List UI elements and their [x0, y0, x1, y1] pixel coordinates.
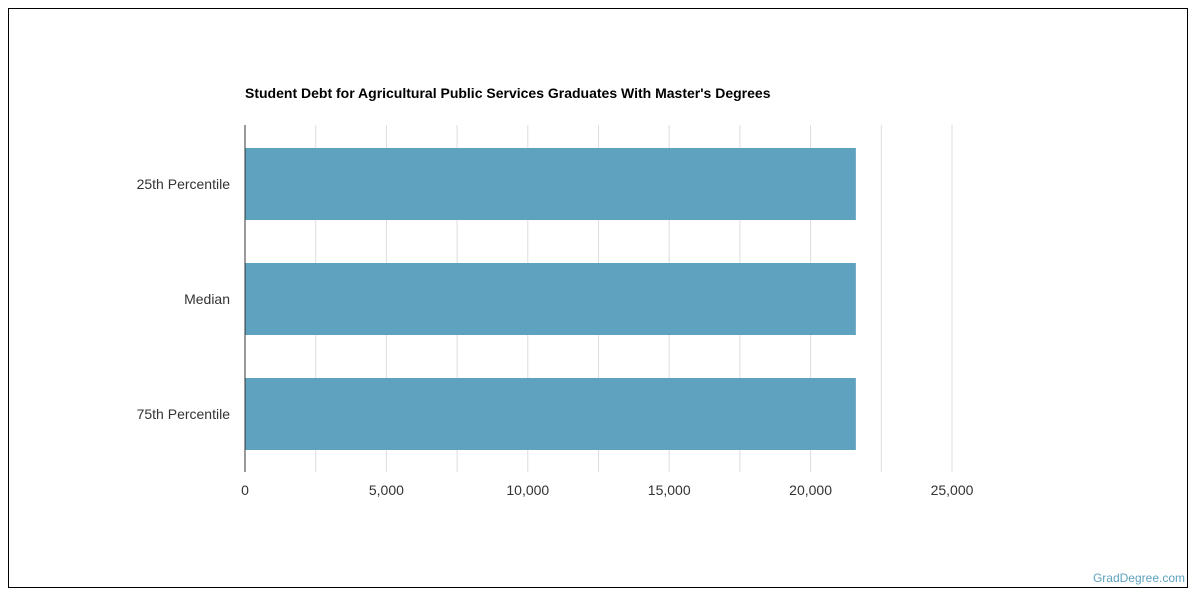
bar-median — [245, 263, 856, 335]
x-tick-label: 5,000 — [369, 482, 404, 498]
x-tick-label: 15,000 — [648, 482, 691, 498]
chart-title: Student Debt for Agricultural Public Ser… — [245, 85, 771, 101]
category-label: 75th Percentile — [137, 406, 231, 422]
watermark-link[interactable]: GradDegree.com — [1092, 571, 1185, 585]
category-label: 25th Percentile — [137, 176, 231, 192]
bar-25th-percentile — [245, 148, 856, 220]
bar-75th-percentile — [245, 378, 856, 450]
bars — [245, 148, 856, 450]
x-tick-label: 0 — [241, 482, 249, 498]
x-tick-label: 25,000 — [931, 482, 974, 498]
axis-labels: 25th Percentile Median 75th Percentile 0 5,0… — [137, 176, 974, 498]
x-tick-label: 10,000 — [506, 482, 549, 498]
category-label: Median — [184, 291, 230, 307]
x-tick-label: 20,000 — [789, 482, 832, 498]
